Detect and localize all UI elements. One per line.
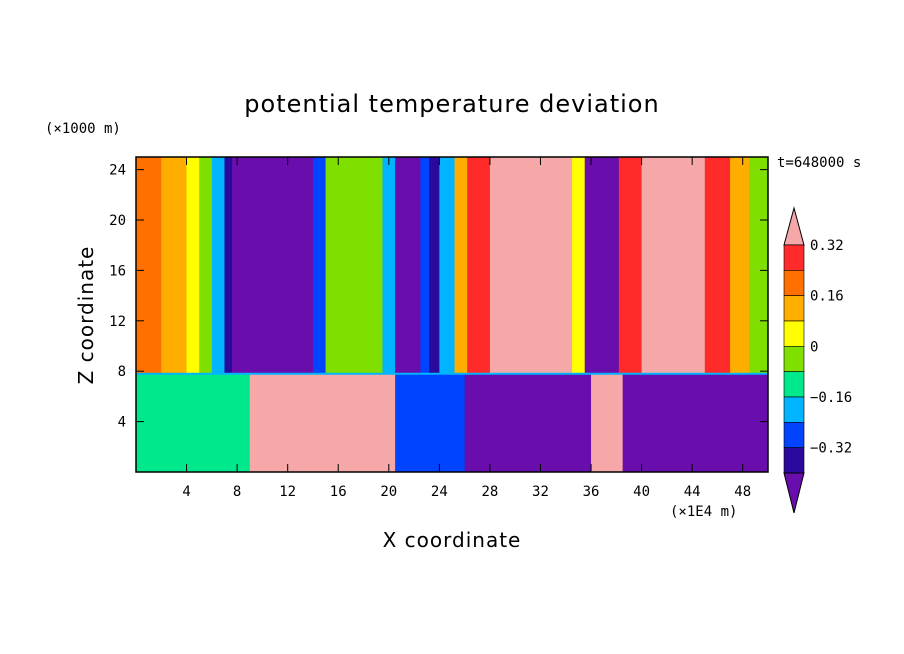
y-tick-label: 16 [109, 263, 126, 279]
upper-column-18 [572, 157, 586, 374]
upper-column-16 [467, 157, 491, 374]
plot-area [136, 157, 768, 472]
y-tick-label: 12 [109, 314, 126, 330]
x-tick-label: 36 [583, 484, 600, 500]
x-tick-label: 12 [279, 484, 296, 500]
x-tick-label: 40 [633, 484, 650, 500]
colorbar-swatch [783, 346, 805, 372]
upper-column-24 [749, 157, 768, 374]
upper-column-11 [395, 157, 421, 374]
lower-region-2 [395, 373, 466, 472]
upper-column-19 [584, 157, 620, 374]
colorbar-swatch [783, 320, 805, 347]
upper-column-10 [382, 157, 396, 374]
upper-column-9 [344, 157, 383, 374]
colorbar-swatch [783, 244, 805, 271]
upper-column-0 [136, 157, 162, 374]
colorbar-swatch [783, 295, 805, 322]
colorbar-swatch [783, 396, 805, 423]
upper-column-12 [420, 157, 430, 374]
y-units-label: (×1000 m) [45, 121, 121, 137]
plot-frame [135, 156, 769, 473]
upper-column-3 [199, 157, 213, 374]
lower-region-0 [136, 373, 251, 472]
colorbar-bottom-triangle [783, 472, 805, 514]
colorbar-swatch [783, 422, 805, 448]
upper-column-4 [211, 157, 225, 374]
x-tick-label: 24 [431, 484, 448, 500]
x-tick-label: 28 [481, 484, 498, 500]
colorbar-swatch [783, 371, 805, 398]
lower-region-3 [464, 373, 592, 472]
y-tick-label: 24 [109, 163, 126, 179]
upper-column-17 [489, 157, 573, 374]
upper-column-22 [704, 157, 731, 374]
upper-column-20 [618, 157, 643, 374]
upper-column-13 [429, 157, 440, 374]
y-tick-label: 20 [109, 213, 126, 229]
colorbar-label: 0.32 [810, 238, 844, 254]
x-tick-label: 48 [734, 484, 751, 500]
y-axis-label: Z coordinate [74, 246, 98, 385]
lower-region-1 [249, 373, 396, 472]
y-tick-label: 8 [118, 364, 126, 380]
colorbar-label: 0 [810, 339, 818, 355]
colorbar: 0.32 0.16 0 −0.16 −0.32 [783, 206, 852, 514]
chart-title: potential temperature deviation [244, 90, 659, 118]
upper-column-8 [325, 157, 346, 374]
upper-column-6 [232, 157, 314, 374]
x-tick-label: 20 [380, 484, 397, 500]
upper-column-2 [186, 157, 200, 374]
x-tick-label: 4 [182, 484, 190, 500]
colorbar-top-triangle [783, 206, 805, 246]
upper-column-5 [224, 157, 233, 374]
upper-column-14 [439, 157, 456, 374]
time-label: t=648000 s [777, 155, 861, 171]
colorbar-swatch [783, 447, 805, 474]
colorbar-label: −0.16 [810, 390, 852, 406]
x-tick-label: 8 [233, 484, 241, 500]
lower-region-4 [591, 373, 624, 472]
upper-column-15 [454, 157, 468, 374]
x-tick-label: 44 [684, 484, 701, 500]
x-tick-label: 32 [532, 484, 549, 500]
lower-region-5 [622, 373, 768, 472]
colorbar-label: 0.16 [810, 289, 844, 305]
upper-column-7 [312, 157, 327, 374]
x-units-label: (×1E4 m) [670, 504, 737, 520]
upper-column-23 [730, 157, 750, 374]
upper-column-21 [641, 157, 706, 374]
y-tick-label: 4 [118, 415, 126, 431]
upper-column-1 [161, 157, 188, 374]
x-tick-label: 16 [330, 484, 347, 500]
x-axis-label: X coordinate [383, 528, 522, 552]
colorbar-swatch [783, 270, 805, 296]
colorbar-label: −0.32 [810, 441, 852, 457]
